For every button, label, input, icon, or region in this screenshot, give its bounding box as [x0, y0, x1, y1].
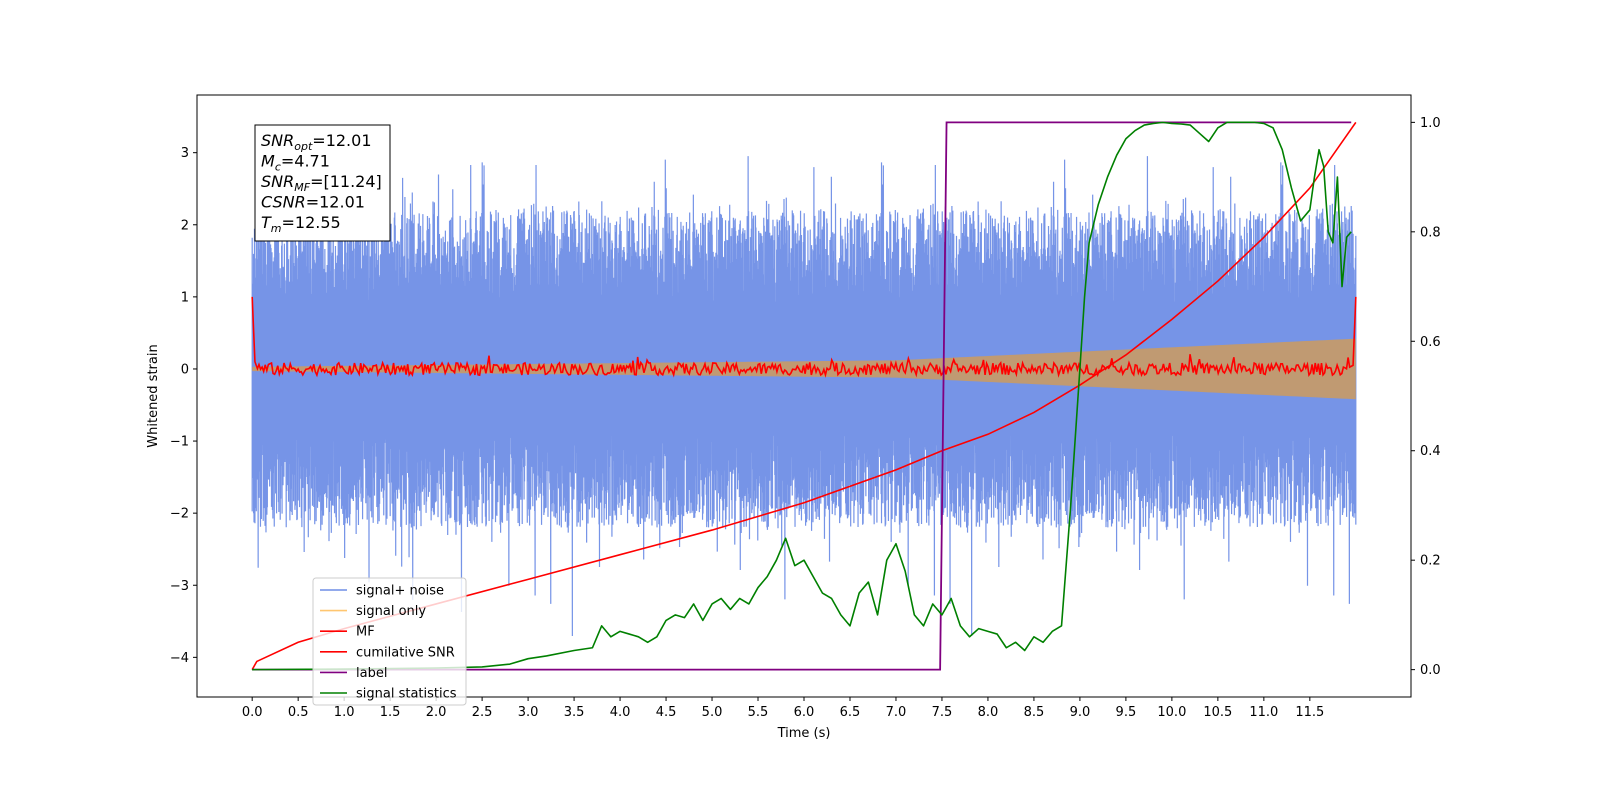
stats-symbol: CSNR: [261, 193, 306, 212]
x-tick-label: 11.0: [1249, 705, 1278, 720]
legend-label: label: [356, 666, 387, 681]
x-tick-label: 9.0: [1070, 705, 1091, 720]
stats-symbol: SNR: [261, 131, 294, 150]
legend-label: signal only: [356, 604, 426, 619]
legend-label: signal statistics: [356, 687, 457, 702]
stats-line: CSNR=12.01: [261, 193, 365, 212]
legend-label: MF: [356, 625, 375, 640]
x-tick-label: 0.0: [242, 705, 263, 720]
stats-line: Tm=12.55: [261, 213, 341, 235]
x-tick-label: 6.5: [840, 705, 861, 720]
series-signal-noise: [251, 155, 1357, 636]
x-tick-label: 1.0: [334, 705, 355, 720]
stats-subscript: opt: [294, 140, 313, 153]
legend-label: signal+ noise: [356, 584, 444, 599]
x-tick-label: 8.0: [978, 705, 999, 720]
stats-box: [254, 124, 391, 242]
stats-symbol: T: [261, 213, 272, 232]
y2-tick-label: 0.8: [1420, 225, 1441, 240]
stats-subscript: MF: [294, 181, 310, 194]
y-tick-label: −2: [170, 507, 189, 522]
x-tick-label: 7.0: [886, 705, 907, 720]
x-tick-label: 2.5: [472, 705, 493, 720]
y2-tick-label: 0.2: [1420, 554, 1441, 569]
stats-value: =12.01: [306, 193, 365, 212]
series-label: [252, 121, 1352, 671]
stats-value: =[11.24]: [310, 172, 382, 191]
x-tick-label: 10.0: [1157, 705, 1186, 720]
y-tick-label: 1: [181, 290, 189, 305]
stats-line: Mc=4.71: [261, 152, 330, 174]
legend-box: [312, 577, 467, 706]
stats-subscript: c: [275, 161, 281, 174]
x-tick-label: 4.5: [656, 705, 677, 720]
y2-tick-label: 0.0: [1420, 663, 1441, 678]
y-tick-label: 3: [181, 146, 189, 161]
overlay-layer: SNRopt=12.01Mc=4.71SNRMF=[11.24]CSNR=12.…: [254, 124, 467, 706]
x-tick-label: 4.0: [610, 705, 631, 720]
x-tick-label: 9.5: [1116, 705, 1137, 720]
y-tick-label: −1: [170, 435, 189, 450]
stats-value: =12.55: [282, 213, 341, 232]
x-tick-label: 0.5: [288, 705, 309, 720]
y-tick-label: 0: [181, 362, 189, 377]
y-tick-label: −4: [170, 651, 189, 666]
series-mf: [251, 296, 1357, 378]
stats-subscript: m: [271, 222, 282, 235]
stats-symbol: SNR: [261, 172, 294, 191]
legend-label: cumilative SNR: [356, 645, 455, 660]
x-axis-label: Time (s): [777, 726, 831, 741]
x-tick-label: 7.5: [932, 705, 953, 720]
series-signal-statistics: [252, 121, 1352, 671]
x-tick-label: 1.5: [380, 705, 401, 720]
axes-layer: 0.0 0.5 1.0 1.5 2.0 2.5 3.0 3.5 4.0 4.5 5.0 5.5 6.0 6…: [146, 94, 1441, 741]
x-tick-label: 3.0: [518, 705, 539, 720]
x-tick-label: 6.0: [794, 705, 815, 720]
stats-value: =4.71: [281, 152, 330, 171]
y-tick-label: −3: [170, 579, 189, 594]
stats-value: =12.01: [312, 131, 371, 150]
y-tick-label: 2: [181, 218, 189, 233]
x-tick-label: 8.5: [1024, 705, 1045, 720]
x-tick-label: 2.0: [426, 705, 447, 720]
y-axis-label: Whitened strain: [146, 344, 161, 447]
x-tick-label: 10.5: [1203, 705, 1232, 720]
stats-line: SNRMF=[11.24]: [261, 172, 382, 194]
x-tick-label: 5.0: [702, 705, 723, 720]
x-tick-label: 11.5: [1295, 705, 1324, 720]
stats-symbol: M: [261, 152, 275, 171]
y2-tick-label: 1.0: [1420, 116, 1441, 131]
y2-tick-label: 0.6: [1420, 335, 1441, 350]
stats-line: SNRopt=12.01: [261, 131, 372, 153]
y2-tick-label: 0.4: [1420, 444, 1441, 459]
x-tick-label: 3.5: [564, 705, 585, 720]
x-tick-label: 5.5: [748, 705, 769, 720]
